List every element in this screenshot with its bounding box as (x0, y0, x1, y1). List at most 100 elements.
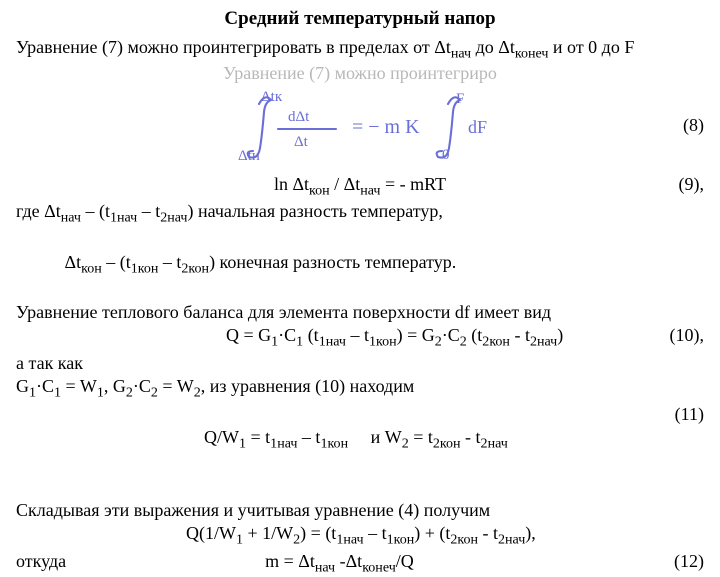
eq11-row: Q/W1 = t1нач – t1кон и W2 = t2кон - t2на… (16, 403, 704, 500)
p1-s3: 2нач (160, 210, 187, 226)
eq-b: + 1/W (243, 523, 293, 543)
intro-line: Уравнение (7) можно проинтегрировать в п… (16, 36, 704, 64)
svg-text:Δtн: Δtн (238, 148, 260, 164)
eq10-f: ·C (442, 325, 460, 345)
p5-s3: 1 (97, 385, 104, 401)
p5-b: ·C (36, 376, 54, 396)
eq-c: ) = (t (300, 523, 336, 543)
eq11-s3: 1кон (320, 435, 348, 451)
eq-d: – t (364, 523, 387, 543)
eq10-d: – t (346, 325, 369, 345)
svg-text:= − m K: = − m K (352, 116, 420, 138)
eq10-h: - t (510, 325, 530, 345)
eq12-row: откуда m = Δtнач -Δtконеч/Q (12) (16, 550, 704, 577)
p6: Складывая эти выражения и учитывая уравн… (16, 499, 704, 522)
intro-c: и от 0 до F (548, 37, 634, 57)
eq9-s1: кон (309, 182, 330, 198)
eq10-s8: 2нач (530, 334, 557, 350)
intro-a: Уравнение (7) можно проинтегрировать в п… (16, 37, 451, 57)
p5-s6: 2 (194, 385, 201, 401)
eq11-s5: 2кон (433, 435, 461, 451)
integral-svg: Δtк Δtн dΔt Δt = − m K F 0 dF (16, 89, 720, 165)
eq9-a: ln Δt (274, 174, 309, 194)
p4: а так как (16, 352, 704, 375)
eq10-s6: 2 (460, 334, 467, 350)
eq12-b: -Δt (335, 551, 362, 571)
p1-c: – t (137, 201, 160, 221)
eq-unnum-row: Q(1/W1 + 1/W2) = (t1нач – t1кон) + (t2ко… (16, 522, 704, 550)
eq12-a: m = Δt (265, 551, 315, 571)
eq-a: Q(1/W (186, 523, 236, 543)
page-title: Средний температурный напор (16, 8, 704, 30)
eq11-f: - t (461, 427, 481, 447)
intro-b: до Δt (471, 37, 515, 57)
svg-text:Δtк: Δtк (261, 89, 283, 105)
intro-sub1: нач (451, 46, 471, 62)
p2-d: ) конечная разность температур. (209, 252, 456, 272)
eq11-s4: 2 (402, 435, 409, 451)
p1-d: ) начальная разность температур, (187, 201, 442, 221)
page: Средний температурный напор Уравнение (7… (0, 0, 720, 540)
p5-f: = W (158, 376, 194, 396)
p2-c: – t (158, 252, 181, 272)
p2-b: – (t (102, 252, 131, 272)
eq10-g: (t (467, 325, 483, 345)
eq11-number: (11) (675, 403, 704, 426)
eq11-e: = t (409, 427, 433, 447)
p2-s3: 2кон (181, 260, 209, 276)
svg-text:dΔt: dΔt (288, 109, 310, 125)
p2-s2: 1кон (131, 260, 159, 276)
eq9-b: / Δt (330, 174, 361, 194)
ghost-line: Уравнение (7) можно проинтегриро (16, 62, 704, 85)
p5-a: G (16, 376, 29, 396)
svg-text:Δt: Δt (294, 134, 309, 150)
eq-g: ), (525, 523, 536, 543)
eq12-s2: конеч (362, 559, 396, 575)
eq12-s1: нач (315, 559, 335, 575)
eq10-b: ·C (278, 325, 296, 345)
p5-e: ·C (133, 376, 151, 396)
eq-f: - t (478, 523, 498, 543)
eq11-a: Q/W (204, 427, 239, 447)
svg-text:F: F (456, 91, 464, 107)
svg-text:dF: dF (468, 117, 487, 137)
eq11-s6: 2нач (481, 435, 508, 451)
eq10-e: ) = G (397, 325, 435, 345)
eq11-d: и W (348, 427, 402, 447)
p2: Δtкон – (t1кон – t2кон) конечная разност… (16, 228, 704, 302)
eq10-i: ) (557, 325, 563, 345)
p5: G1·C1 = W1, G2·C2 = W2, из уравнения (10… (16, 375, 704, 403)
p5-s2: 1 (54, 385, 61, 401)
eq10-s7: 2кон (482, 334, 510, 350)
p1: где Δtнач – (t1нач – t2нач) начальная ра… (16, 200, 704, 228)
p2-s1: кон (81, 260, 102, 276)
p5-d: , G (104, 376, 126, 396)
p2-a: Δt (34, 252, 81, 272)
eq10-a: Q = G (226, 325, 271, 345)
eq11-s2: 1нач (270, 435, 297, 451)
p5-s1: 1 (29, 385, 36, 401)
svg-text:0: 0 (442, 147, 450, 163)
p5-g: , из уравнения (10) находим (201, 376, 415, 396)
eq10-s3: 1нач (319, 334, 346, 350)
eq9-number: (9), (679, 173, 705, 196)
eq12-number: (12) (674, 550, 704, 573)
eq-e: ) + (t (414, 523, 450, 543)
eq12-c: /Q (396, 551, 414, 571)
eq9-c: = - mRT (380, 174, 446, 194)
p5-s5: 2 (151, 385, 158, 401)
p1-s2: 1нач (110, 210, 137, 226)
eq10-c: (t (303, 325, 319, 345)
p5-c: = W (61, 376, 97, 396)
p3: Уравнение теплового баланса для элемента… (16, 301, 704, 324)
p1-a: где Δt (16, 201, 61, 221)
eq10-row: Q = G1·C1 (t1нач – t1кон) = G2·C2 (t2кон… (16, 324, 704, 352)
handwritten-integral: Δtк Δtн dΔt Δt = − m K F 0 dF (8) (16, 89, 704, 165)
eq10-s5: 2 (435, 334, 442, 350)
p5-s4: 2 (126, 385, 133, 401)
eq11-b: = t (246, 427, 270, 447)
p1-b: – (t (81, 201, 110, 221)
eq9-s2: нач (360, 182, 380, 198)
eq9-row: ln Δtкон / Δtнач = - mRT (9), (16, 173, 704, 201)
eq10-s4: 1кон (369, 334, 397, 350)
